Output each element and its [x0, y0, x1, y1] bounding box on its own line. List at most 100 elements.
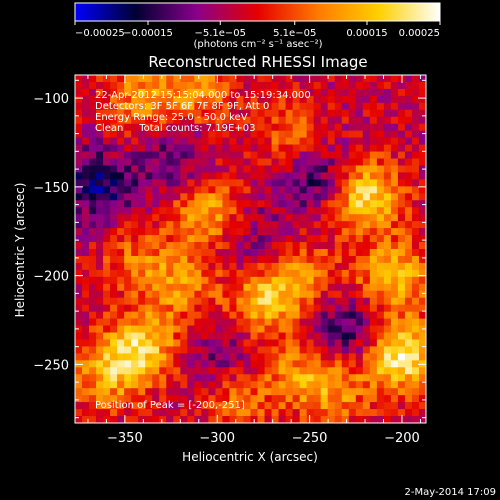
heatmap-cell	[89, 75, 97, 83]
heatmap-cell	[236, 269, 244, 278]
heatmap-cell	[292, 95, 300, 104]
heatmap-cell	[397, 346, 406, 354]
heatmap-cell	[180, 221, 188, 229]
heatmap-cell	[299, 269, 307, 278]
heatmap-cell	[320, 360, 329, 368]
heatmap-cell	[397, 242, 406, 250]
heatmap-cell	[327, 269, 336, 278]
heatmap-cell	[145, 235, 153, 243]
heatmap-cell	[187, 88, 195, 97]
heatmap-cell	[187, 242, 195, 250]
heatmap-cell	[222, 283, 230, 292]
heatmap-cell	[348, 207, 357, 215]
heatmap-cell	[166, 374, 174, 382]
heatmap-cell	[215, 179, 223, 187]
heatmap-cell	[320, 353, 329, 361]
heatmap-cell	[369, 402, 378, 410]
heatmap-cell	[257, 116, 265, 125]
heatmap-cell	[110, 395, 118, 403]
heatmap-cell	[243, 242, 251, 250]
heatmap-cell	[348, 283, 357, 292]
heatmap-cell	[369, 269, 378, 278]
heatmap-cell	[194, 207, 202, 215]
heatmap-cell	[348, 102, 357, 111]
heatmap-cell	[124, 116, 132, 125]
heatmap-cell	[306, 235, 314, 243]
heatmap-cell	[264, 304, 272, 312]
heatmap-cell	[82, 374, 90, 382]
heatmap-cell	[285, 262, 293, 271]
heatmap-cell	[229, 221, 237, 229]
heatmap-cell	[362, 137, 371, 145]
heatmap-cell	[229, 416, 237, 424]
heatmap-cell	[327, 262, 336, 271]
heatmap-cell	[110, 179, 118, 187]
heatmap-cell	[124, 311, 132, 319]
heatmap-cell	[229, 179, 237, 187]
heatmap-cell	[75, 81, 83, 90]
heatmap-cell	[159, 290, 167, 299]
heatmap-cell	[236, 123, 244, 131]
heatmap-cell	[306, 346, 314, 354]
heatmap-cell	[110, 214, 118, 222]
heatmap-cell	[292, 179, 300, 187]
heatmap-cell	[390, 221, 399, 229]
heatmap-cell	[313, 200, 321, 208]
y-tick-label: −150	[33, 181, 69, 196]
heatmap-cell	[96, 318, 104, 326]
heatmap-cell	[215, 165, 223, 173]
heatmap-cell	[145, 388, 153, 396]
heatmap-cell	[313, 95, 321, 104]
heatmap-cell	[229, 193, 237, 201]
heatmap-cell	[222, 360, 230, 368]
heatmap-cell	[355, 221, 364, 229]
heatmap-cell	[257, 402, 265, 410]
heatmap-cell	[362, 304, 371, 312]
heatmap-cell	[411, 130, 420, 138]
heatmap-cell	[390, 416, 399, 424]
heatmap-cell	[194, 388, 202, 396]
heatmap-cell	[418, 172, 427, 180]
heatmap-cell	[89, 102, 97, 111]
heatmap-cell	[250, 262, 258, 271]
heatmap-cell	[159, 262, 167, 271]
heatmap-cell	[138, 402, 146, 410]
heatmap-cell	[89, 332, 97, 340]
heatmap-cell	[103, 200, 111, 208]
heatmap-cell	[103, 402, 111, 410]
heatmap-cell	[75, 367, 83, 375]
heatmap-cell	[229, 395, 237, 403]
heatmap-cell	[348, 242, 357, 250]
heatmap-cell	[348, 172, 357, 180]
heatmap-cell	[82, 144, 90, 152]
heatmap-cell	[82, 339, 90, 347]
heatmap-cell	[187, 179, 195, 187]
heatmap-cell	[201, 200, 209, 208]
heatmap-cell	[215, 311, 223, 319]
heatmap-cell	[418, 102, 427, 111]
heatmap-cell	[341, 374, 350, 382]
heatmap-cell	[180, 283, 188, 292]
heatmap-cell	[124, 290, 132, 299]
heatmap-cell	[264, 297, 272, 305]
heatmap-cell	[341, 116, 350, 125]
heatmap-cell	[152, 346, 160, 354]
heatmap-cell	[362, 228, 371, 236]
heatmap-cell	[257, 179, 265, 187]
heatmap-cell	[285, 367, 293, 375]
heatmap-cell	[117, 81, 125, 90]
heatmap-cell	[117, 269, 125, 278]
heatmap-cell	[215, 332, 223, 340]
heatmap-cell	[383, 416, 392, 424]
heatmap-cell	[411, 81, 420, 90]
heatmap-cell	[222, 290, 230, 299]
heatmap-cell	[299, 353, 307, 361]
heatmap-cell	[369, 297, 378, 305]
heatmap-cell	[348, 165, 357, 173]
heatmap-cell	[201, 249, 209, 257]
heatmap-cell	[390, 353, 399, 361]
heatmap-cell	[257, 388, 265, 396]
heatmap-cell	[327, 151, 336, 159]
heatmap-cell	[96, 381, 104, 389]
heatmap-cell	[334, 186, 343, 194]
